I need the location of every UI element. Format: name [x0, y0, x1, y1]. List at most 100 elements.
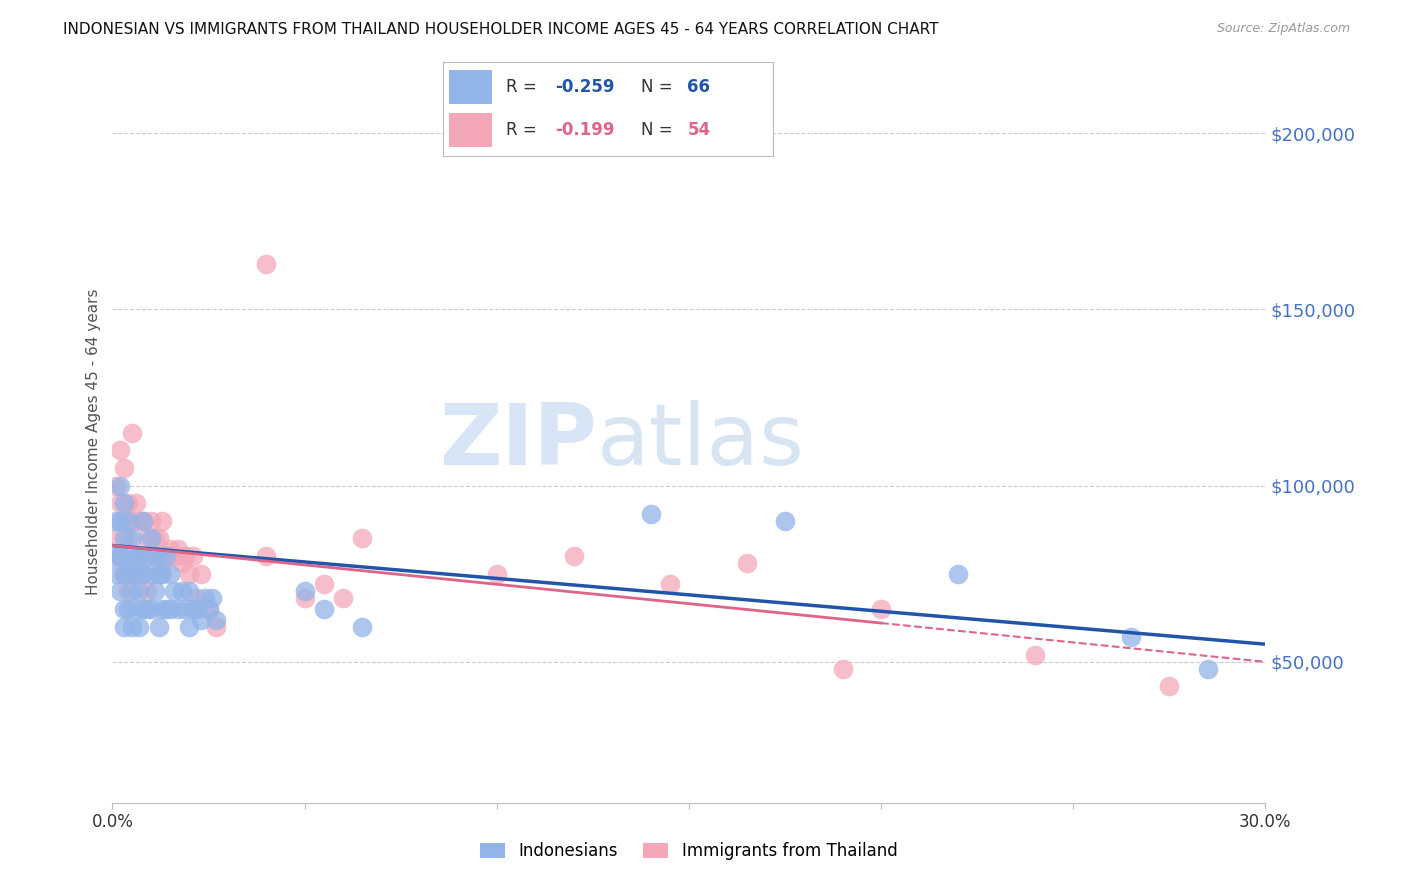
Point: [190, 566, 212, 581]
Point: [117, 532, 139, 546]
Text: Source: ZipAtlas.com: Source: ZipAtlas.com: [1216, 22, 1350, 36]
Point: [105, 532, 128, 546]
Text: R =: R =: [506, 78, 541, 95]
Point: [190, 613, 212, 627]
Point: [112, 619, 135, 633]
Point: [179, 566, 201, 581]
Point: [148, 549, 170, 563]
Point: [108, 478, 131, 492]
Point: [163, 584, 186, 599]
Point: [105, 549, 128, 563]
Point: [108, 443, 131, 458]
Point: [186, 602, 208, 616]
Point: [112, 566, 135, 581]
Point: [117, 514, 139, 528]
Point: [152, 556, 174, 570]
Point: [136, 584, 159, 599]
Point: [254, 256, 277, 270]
Point: [294, 584, 316, 599]
Point: [143, 549, 166, 563]
Point: [485, 566, 508, 581]
Point: [112, 602, 135, 616]
Point: [112, 514, 135, 528]
Point: [121, 425, 143, 440]
Point: [148, 532, 170, 546]
Point: [201, 591, 224, 606]
Point: [155, 549, 177, 563]
Point: [117, 584, 139, 599]
Point: [139, 549, 162, 563]
Point: [946, 566, 969, 581]
Point: [132, 514, 155, 528]
Point: [112, 532, 135, 546]
Point: [166, 602, 188, 616]
Text: atlas: atlas: [596, 400, 804, 483]
Point: [121, 619, 143, 633]
Point: [124, 496, 146, 510]
Point: [152, 514, 174, 528]
Point: [312, 602, 335, 616]
Point: [117, 566, 139, 581]
Point: [128, 619, 150, 633]
Point: [197, 602, 219, 616]
Text: 54: 54: [688, 121, 710, 139]
Point: [562, 549, 585, 563]
Point: [117, 602, 139, 616]
Text: R =: R =: [506, 121, 541, 139]
Point: [139, 602, 162, 616]
Point: [136, 549, 159, 563]
Point: [124, 549, 146, 563]
Point: [112, 496, 135, 510]
Point: [159, 566, 181, 581]
Point: [735, 556, 758, 570]
Point: [124, 566, 146, 581]
Point: [139, 514, 162, 528]
Point: [105, 514, 128, 528]
Point: [152, 602, 174, 616]
Point: [352, 532, 374, 546]
Point: [163, 549, 186, 563]
Point: [143, 532, 166, 546]
Point: [194, 591, 217, 606]
Point: [128, 584, 150, 599]
Point: [1024, 648, 1046, 662]
Text: N =: N =: [641, 78, 678, 95]
Point: [121, 584, 143, 599]
Point: [132, 514, 155, 528]
Point: [831, 662, 853, 676]
Point: [148, 566, 170, 581]
Point: [108, 514, 131, 528]
Point: [197, 602, 219, 616]
Point: [1197, 662, 1219, 676]
Text: -0.199: -0.199: [555, 121, 614, 139]
Point: [108, 549, 131, 563]
Bar: [450, 113, 492, 147]
Point: [312, 577, 335, 591]
Point: [773, 514, 796, 528]
Point: [170, 584, 193, 599]
Point: [1119, 630, 1142, 644]
Point: [179, 619, 201, 633]
Point: [132, 566, 155, 581]
Point: [181, 602, 204, 616]
Point: [155, 602, 177, 616]
Point: [139, 566, 162, 581]
Point: [148, 566, 170, 581]
Point: [159, 542, 181, 557]
Point: [870, 602, 893, 616]
Point: [108, 496, 131, 510]
Bar: [450, 70, 492, 103]
Point: [352, 619, 374, 633]
Point: [124, 549, 146, 563]
Point: [136, 532, 159, 546]
Point: [139, 532, 162, 546]
Point: [105, 478, 128, 492]
Point: [181, 549, 204, 563]
Point: [205, 613, 228, 627]
Text: ZIP: ZIP: [439, 400, 596, 483]
Point: [159, 602, 181, 616]
Point: [294, 591, 316, 606]
Point: [117, 496, 139, 510]
Point: [640, 507, 662, 521]
Point: [124, 602, 146, 616]
